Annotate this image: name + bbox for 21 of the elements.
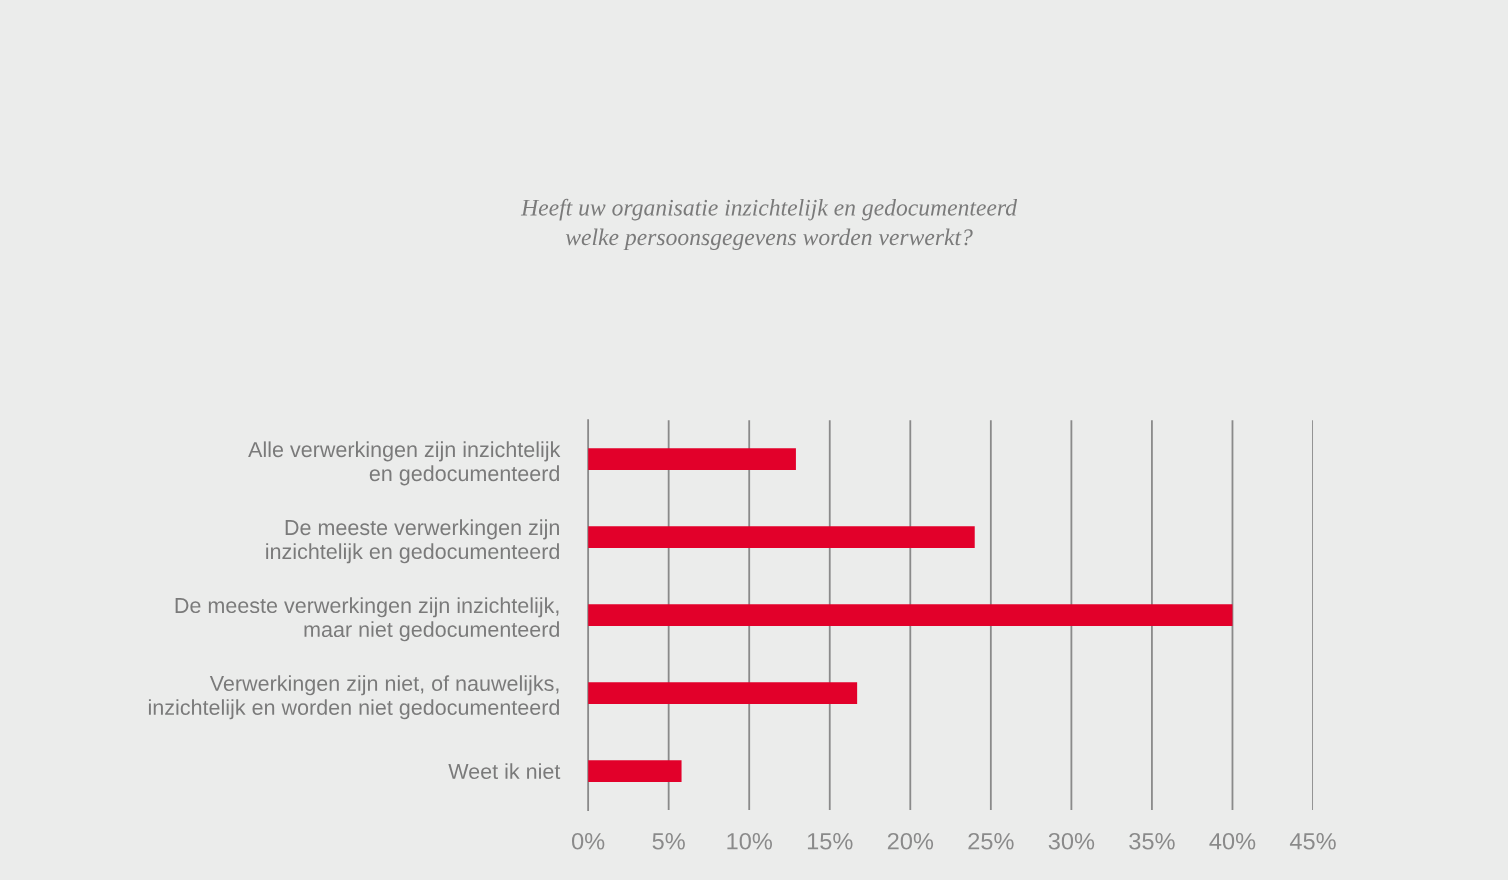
y-tick-label: De meeste verwerkingen zijn inzichtelijk en gedocumenteerd [266, 519, 559, 564]
bar [588, 760, 682, 782]
y-tick-label: De meeste verwerkingen zijn inzichtelijk, maar niet gedocumenteerd [175, 597, 559, 642]
x-tick-label: 15% [807, 832, 853, 850]
bar [588, 604, 1233, 627]
x-tick-label: 20% [887, 832, 934, 850]
bar [588, 448, 796, 471]
x-tick-label: 30% [1048, 832, 1095, 850]
chart-title: Heeft uw organisatie inzichtelijk en gedocumenteerd welke persoonsgegevens worden verwerkt? [520, 198, 1018, 251]
x-tick-label: 0% [571, 832, 605, 850]
y-tick-label: Weet ik niet [448, 763, 561, 780]
x-tick-label: 40% [1209, 832, 1256, 850]
x-tick-label: 45% [1289, 832, 1336, 850]
y-tick-label: Alle verwerkingen zijn inzichtelijk en gedocumenteerd [248, 441, 561, 486]
x-tick-label: 5% [652, 832, 685, 850]
bar [588, 526, 975, 549]
y-tick-label: Verwerkingen zijn niet, of nauwelijks, inzichtelijk en worden niet gedocumenteerd [148, 675, 559, 720]
x-tick-label: 35% [1129, 832, 1175, 850]
x-tick-label: 10% [727, 832, 772, 850]
x-tick-label: 25% [968, 832, 1014, 850]
bar [588, 682, 858, 704]
